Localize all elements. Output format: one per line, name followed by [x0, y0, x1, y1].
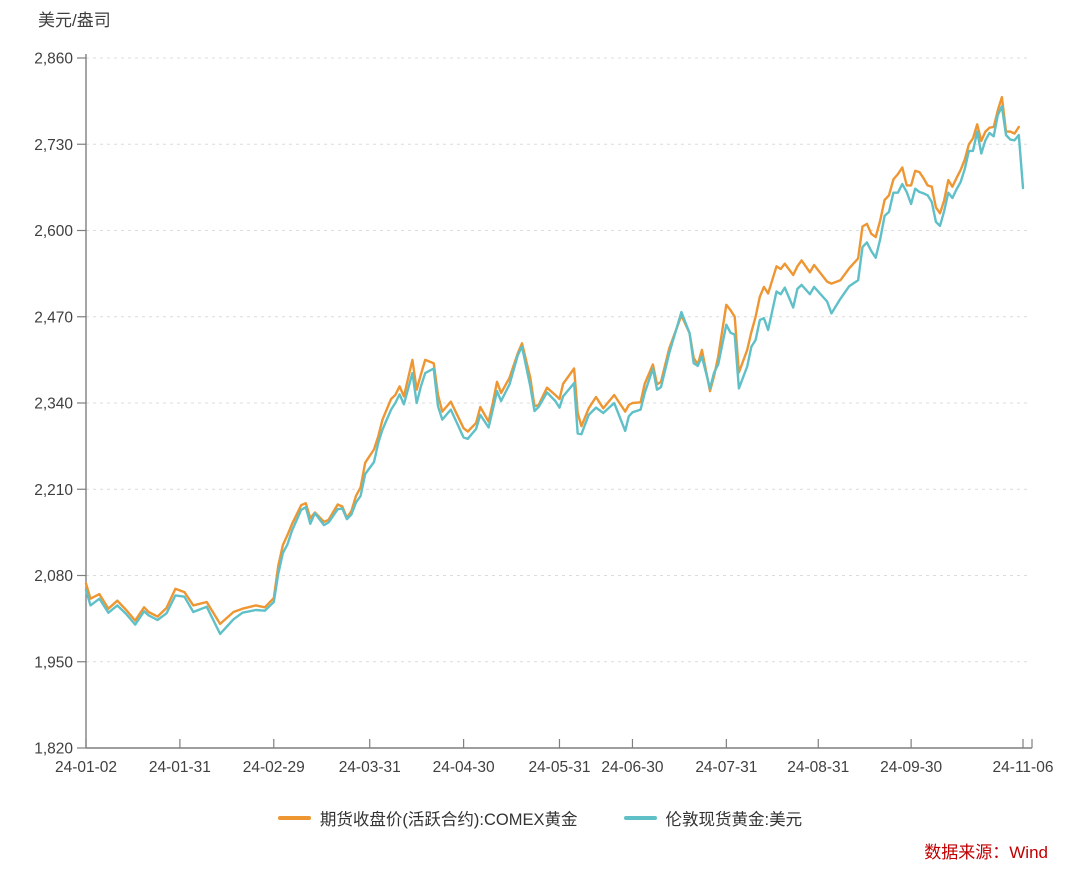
x-axis-tick-label: 24-08-31 — [787, 759, 849, 776]
chart-legend: 期货收盘价(活跃合约):COMEX黄金 伦敦现货黄金:美元 — [0, 806, 1080, 830]
y-axis-tick-label: 1,950 — [34, 654, 73, 671]
chart-canvas: 1,820 1,950 2,080 2,210 2,340 2,470 2,600 2,730… — [34, 51, 1054, 777]
london-spot-series-line — [84, 105, 1025, 636]
legend-label-comex-futures: 期货收盘价(活跃合约):COMEX黄金 — [319, 811, 578, 829]
x-axis-tick-label: 24-11-06 — [993, 759, 1054, 776]
y-axis-tick-label: 2,860 — [34, 51, 73, 68]
comex-futures-line-swatch — [277, 816, 311, 820]
london-spot-line-swatch — [623, 816, 657, 820]
x-axis-tick-label: 24-01-31 — [149, 759, 211, 776]
x-axis-tick-label: 24-09-30 — [880, 759, 942, 776]
x-axis-tick-label: 24-02-29 — [243, 759, 305, 776]
x-axis-tick-label: 24-07-31 — [695, 759, 757, 776]
legend-item-comex-futures: 期货收盘价(活跃合约):COMEX黄金 — [277, 806, 578, 830]
y-axis-unit-label: 美元/盎司 — [38, 11, 111, 30]
y-axis-tick-label: 2,730 — [34, 137, 73, 154]
x-axis-tick-label: 24-03-31 — [339, 759, 401, 776]
y-axis-tick-label: 2,340 — [34, 396, 73, 413]
x-axis-tick-label: 24-04-30 — [433, 759, 495, 776]
x-axis-tick-label: 24-06-30 — [601, 759, 663, 776]
x-axis-tick-label: 24-05-31 — [528, 759, 590, 776]
legend-label-london-spot: 伦敦现货黄金:美元 — [665, 811, 803, 829]
y-axis-tick-label: 2,080 — [34, 568, 73, 585]
x-axis-tick-label: 24-01-02 — [55, 759, 117, 776]
y-axis-tick-label: 1,820 — [34, 741, 73, 758]
comex-futures-series-line — [84, 95, 1020, 626]
y-axis-tick-label: 2,470 — [34, 309, 73, 326]
data-source-note: 数据来源：Wind — [924, 843, 1048, 862]
y-axis-tick-label: 2,210 — [34, 482, 73, 499]
y-axis-tick-label: 2,600 — [34, 223, 73, 240]
legend-item-london-spot: 伦敦现货黄金:美元 — [623, 806, 803, 830]
